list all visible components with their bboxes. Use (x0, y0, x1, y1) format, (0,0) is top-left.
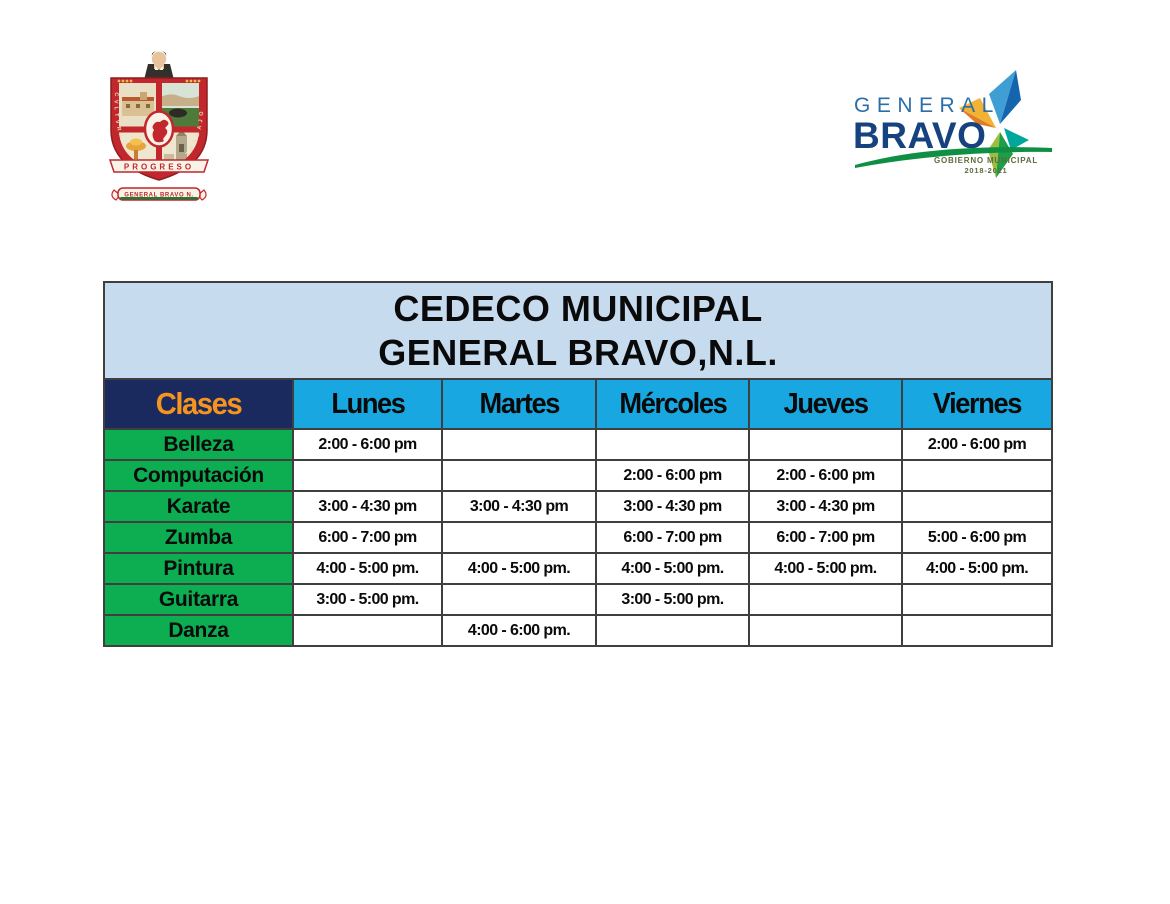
svg-text:GENERAL BRAVO N.: GENERAL BRAVO N. (124, 193, 193, 199)
column-header-martes: Martes (441, 378, 597, 430)
table-row-danza: Danza 4:00 - 6:00 pm. (103, 614, 1054, 647)
time-cell: 4:00 - 5:00 pm. (900, 552, 1054, 585)
general-bravo-logo: GENERAL BRAVO GOBIERNO MUNICIPAL 2018-20… (853, 70, 1052, 178)
time-cell (441, 521, 597, 554)
crest-chain (117, 79, 201, 83)
column-header-mercoles: Mércoles (595, 378, 750, 430)
time-cell (292, 459, 443, 492)
time-cell: 3:00 - 4:30 pm (441, 490, 597, 523)
time-cell: 2:00 - 6:00 pm (748, 459, 903, 492)
logo-swoosh (855, 147, 1052, 168)
table-row-karate: Karate 3:00 - 4:30 pm 3:00 - 4:30 pm 3:0… (103, 490, 1054, 523)
time-cell: 4:00 - 5:00 pm. (292, 552, 443, 585)
time-cell (441, 459, 597, 492)
column-header-clases: Clases (103, 378, 294, 430)
title-line1: CEDECO MUNICIPAL (393, 287, 763, 329)
class-name-cell: Danza (103, 614, 294, 647)
table-row-belleza: Belleza 2:00 - 6:00 pm 2:00 - 6:00 pm (103, 428, 1054, 461)
time-cell: 2:00 - 6:00 pm (292, 428, 443, 461)
time-cell: 2:00 - 6:00 pm (595, 459, 750, 492)
table-row-computacion: Computación 2:00 - 6:00 pm 2:00 - 6:00 p… (103, 459, 1054, 492)
class-name-cell: Pintura (103, 552, 294, 585)
title-line2: GENERAL BRAVO,N.L. (378, 331, 778, 373)
time-cell (441, 583, 597, 616)
class-name-cell: Karate (103, 490, 294, 523)
logo-caption1: GOBIERNO MUNICIPAL (934, 156, 1038, 165)
pinwheel-icon (959, 70, 1029, 178)
header-row: Clases Lunes Martes Mércoles Jueves Vier… (103, 378, 1054, 430)
column-header-jueves: Jueves (748, 378, 903, 430)
time-cell: 6:00 - 7:00 pm (748, 521, 903, 554)
municipal-crest-logo: CVLTVRA TRABAJO PROGRESO GENERAL BRAVO N… (108, 50, 210, 201)
crest-portrait (144, 50, 174, 80)
time-cell (595, 614, 750, 647)
time-cell: 5:00 - 6:00 pm (900, 521, 1054, 554)
time-cell: 4:00 - 5:00 pm. (595, 552, 750, 585)
time-cell (748, 428, 903, 461)
time-cell (292, 614, 443, 647)
table-title: CEDECO MUNICIPAL GENERAL BRAVO,N.L. (102, 281, 1054, 380)
table-row-pintura: Pintura 4:00 - 5:00 pm. 4:00 - 5:00 pm. … (103, 552, 1054, 585)
logo-caption2: 2018-2021 (964, 166, 1007, 175)
time-cell (748, 583, 903, 616)
class-name-cell: Guitarra (103, 583, 294, 616)
time-cell (900, 583, 1054, 616)
time-cell: 4:00 - 6:00 pm. (441, 614, 597, 647)
svg-text:CVLTVRA: CVLTVRA (113, 92, 126, 142)
crest-banner: GENERAL BRAVO N. (111, 187, 207, 201)
time-cell: 3:00 - 5:00 pm. (292, 583, 443, 616)
class-name-cell: Belleza (103, 428, 294, 461)
time-cell: 4:00 - 5:00 pm. (441, 552, 597, 585)
time-cell (900, 490, 1054, 523)
time-cell: 6:00 - 7:00 pm (292, 521, 443, 554)
time-cell: 3:00 - 4:30 pm (595, 490, 750, 523)
table-row-zumba: Zumba 6:00 - 7:00 pm 6:00 - 7:00 pm 6:00… (103, 521, 1054, 554)
logo-line1: GENERAL (854, 94, 1000, 117)
time-cell: 3:00 - 5:00 pm. (595, 583, 750, 616)
class-name-cell: Zumba (103, 521, 294, 554)
crest-motto-left: CVLTVRA (113, 92, 122, 142)
column-header-lunes: Lunes (292, 378, 443, 430)
time-cell: 3:00 - 4:30 pm (748, 490, 903, 523)
crest-lion-oval (143, 110, 175, 148)
crest-ribbon: PROGRESO (108, 159, 210, 173)
class-name-cell: Computación (103, 459, 294, 492)
time-cell: 3:00 - 4:30 pm (292, 490, 443, 523)
time-cell (748, 614, 903, 647)
svg-text:PROGRESO: PROGRESO (124, 163, 194, 172)
title-row: CEDECO MUNICIPAL GENERAL BRAVO,N.L. (102, 281, 1054, 380)
time-cell: 6:00 - 7:00 pm (595, 521, 750, 554)
table-row-guitarra: Guitarra 3:00 - 5:00 pm. 3:00 - 5:00 pm. (103, 583, 1054, 616)
time-cell (595, 428, 750, 461)
schedule-table: CEDECO MUNICIPAL GENERAL BRAVO,N.L. Clas… (102, 281, 1054, 647)
time-cell: 4:00 - 5:00 pm. (748, 552, 903, 585)
time-cell (900, 614, 1054, 647)
time-cell: 2:00 - 6:00 pm (900, 428, 1054, 461)
column-header-viernes: Viernes (900, 378, 1054, 430)
time-cell (900, 459, 1054, 492)
time-cell (441, 428, 597, 461)
